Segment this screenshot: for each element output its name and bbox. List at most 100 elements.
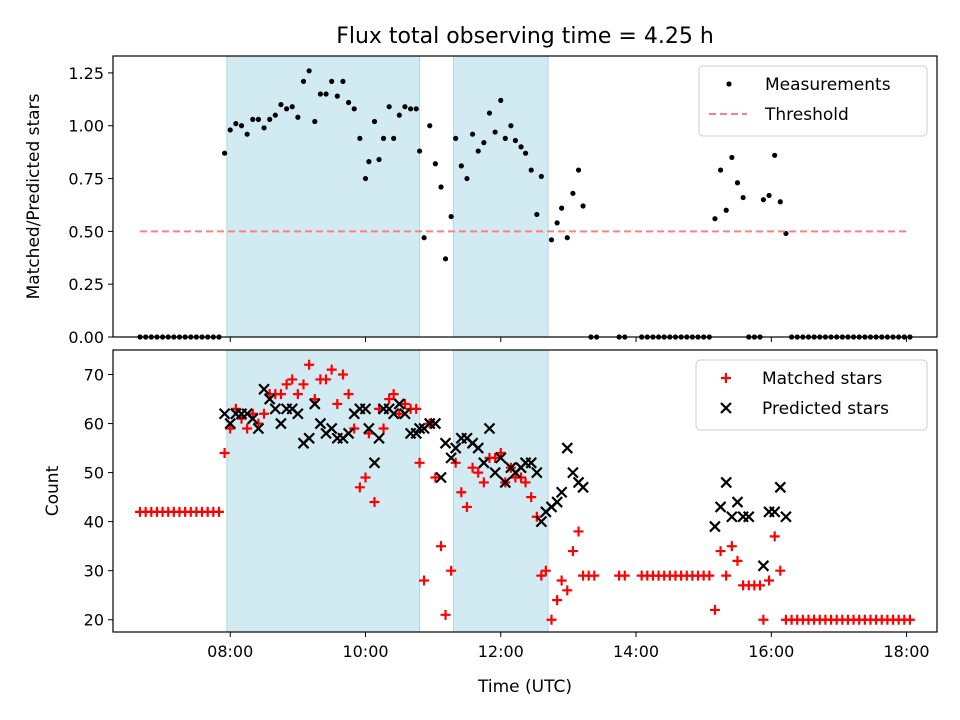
data-point	[446, 565, 457, 576]
data-point	[742, 510, 755, 523]
data-point	[432, 161, 438, 167]
data-point	[246, 412, 259, 425]
data-point	[281, 379, 292, 390]
legend-box	[698, 65, 928, 137]
data-point	[289, 104, 295, 110]
data-point	[213, 506, 224, 517]
data-point	[512, 137, 519, 144]
data-point	[435, 471, 447, 484]
data-point	[325, 422, 338, 435]
observing-window-1	[226, 349, 421, 633]
axes-frame	[112, 55, 938, 338]
data-point	[518, 144, 524, 150]
data-point	[342, 427, 355, 440]
data-point	[709, 604, 720, 615]
data-point	[308, 398, 321, 410]
data-point	[559, 205, 565, 211]
legend: Measurements Threshold	[698, 65, 928, 137]
data-point	[439, 437, 452, 449]
data-point	[360, 472, 371, 483]
data-point	[230, 403, 241, 414]
data-point	[326, 364, 337, 375]
data-point	[555, 486, 568, 499]
data-point	[540, 565, 551, 576]
data-point	[292, 389, 303, 400]
y-tick-label: 70	[84, 366, 104, 385]
data-point	[619, 570, 630, 581]
data-point	[233, 121, 239, 127]
legend-label: Threshold	[764, 105, 849, 125]
data-point	[388, 389, 399, 400]
data-point	[337, 369, 348, 380]
data-point	[445, 452, 457, 464]
series-1	[135, 359, 915, 625]
data-point	[351, 106, 357, 112]
data-point	[478, 477, 489, 488]
data-point	[502, 135, 508, 141]
legend-marker	[721, 373, 731, 383]
data-point	[499, 476, 512, 489]
axes-frame	[112, 349, 938, 633]
data-point	[768, 506, 781, 518]
y-tick-label: 1.00	[68, 117, 104, 136]
data-point	[721, 570, 732, 581]
data-point	[366, 159, 372, 165]
y-tick-label: 30	[84, 562, 104, 581]
data-point	[278, 101, 284, 108]
data-point	[306, 68, 312, 74]
data-point	[238, 123, 245, 129]
data-point	[321, 374, 332, 385]
data-point	[714, 501, 727, 513]
data-point	[561, 442, 574, 454]
data-point	[317, 91, 324, 97]
data-point	[252, 422, 265, 435]
data-point	[380, 135, 387, 141]
y-tick-label: 20	[84, 611, 104, 630]
data-point	[453, 135, 459, 141]
data-point	[546, 614, 557, 625]
data-point	[522, 150, 529, 156]
data-point	[717, 167, 724, 173]
data-point	[492, 129, 498, 135]
observing-window-1	[226, 55, 421, 338]
y-tick-label: 0.00	[68, 328, 104, 347]
data-point	[726, 541, 737, 552]
data-point	[570, 190, 576, 196]
legend-label: Matched stars	[762, 369, 882, 389]
data-point	[475, 148, 481, 154]
data-point	[357, 135, 363, 141]
data-point	[413, 422, 426, 435]
data-point	[376, 156, 382, 163]
data-point	[758, 614, 769, 625]
data-point	[323, 91, 329, 97]
data-point	[442, 256, 449, 262]
data-point	[334, 93, 340, 99]
data-point	[464, 175, 470, 182]
data-point	[472, 442, 484, 454]
legend-marker	[726, 81, 732, 87]
data-point	[419, 575, 430, 586]
series-2	[218, 383, 792, 572]
data-point	[304, 359, 315, 370]
data-point	[467, 462, 478, 473]
data-point	[740, 194, 746, 201]
data-point	[225, 423, 236, 434]
data-point	[548, 237, 555, 243]
data-point	[777, 199, 783, 205]
data-point	[413, 106, 419, 112]
data-point	[407, 106, 414, 112]
data-point	[715, 546, 726, 557]
y-tick-label: 0.50	[68, 222, 104, 241]
data-point	[525, 457, 537, 469]
data-point	[283, 106, 290, 112]
data-point	[436, 541, 447, 552]
data-point	[275, 417, 287, 430]
legend-label: Measurements	[765, 75, 891, 95]
data-point	[417, 148, 423, 154]
data-point	[363, 422, 375, 435]
data-point	[363, 428, 374, 439]
data-point	[508, 123, 514, 129]
data-point	[757, 560, 770, 572]
data-point	[449, 442, 462, 454]
